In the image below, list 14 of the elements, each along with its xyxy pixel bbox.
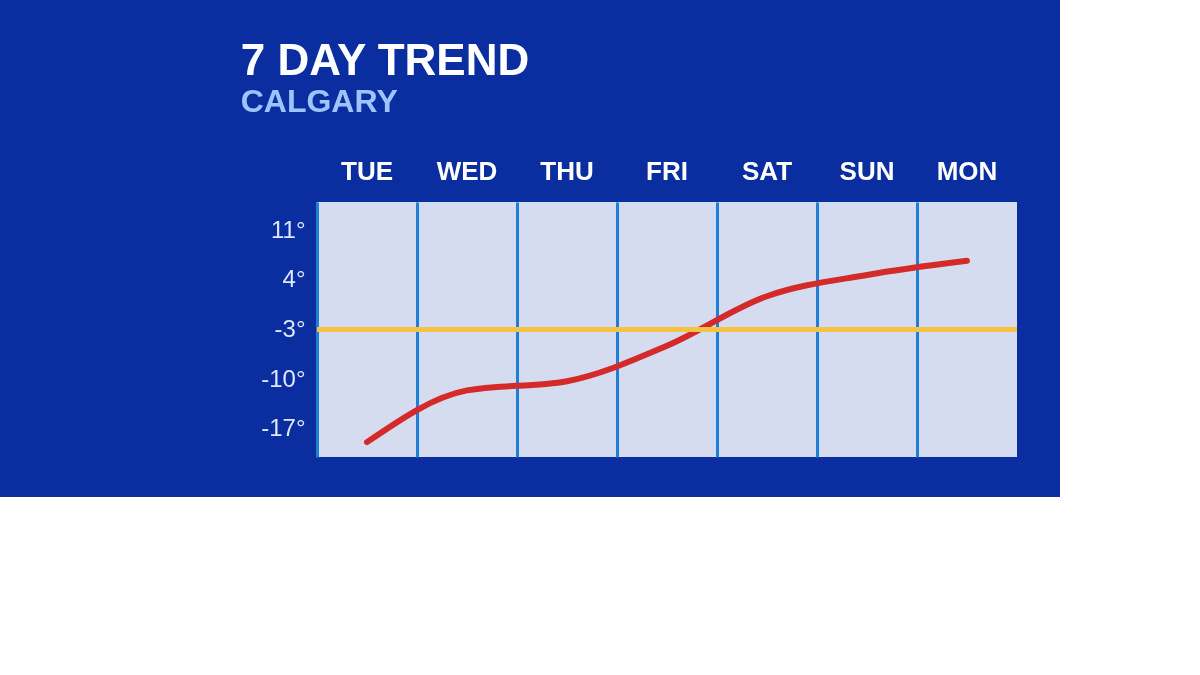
x-tick-label: SUN xyxy=(839,155,895,186)
y-tick-label: -3° xyxy=(274,315,306,342)
x-tick-label: WED xyxy=(436,155,498,186)
chart-subtitle: CALGARY xyxy=(240,83,398,119)
x-tick-label: MON xyxy=(936,155,998,186)
x-tick-label: FRI xyxy=(646,155,688,186)
x-tick-label: THU xyxy=(540,155,594,186)
y-tick-label: 11° xyxy=(270,215,306,243)
chart-title: 7 DAY TREND xyxy=(240,35,530,84)
y-tick-label: -17° xyxy=(261,414,306,442)
x-tick-label: SAT xyxy=(741,155,793,186)
y-tick-label: -10° xyxy=(261,364,306,392)
x-tick-label: TUE xyxy=(341,155,393,186)
y-tick-label: 4° xyxy=(282,265,306,293)
